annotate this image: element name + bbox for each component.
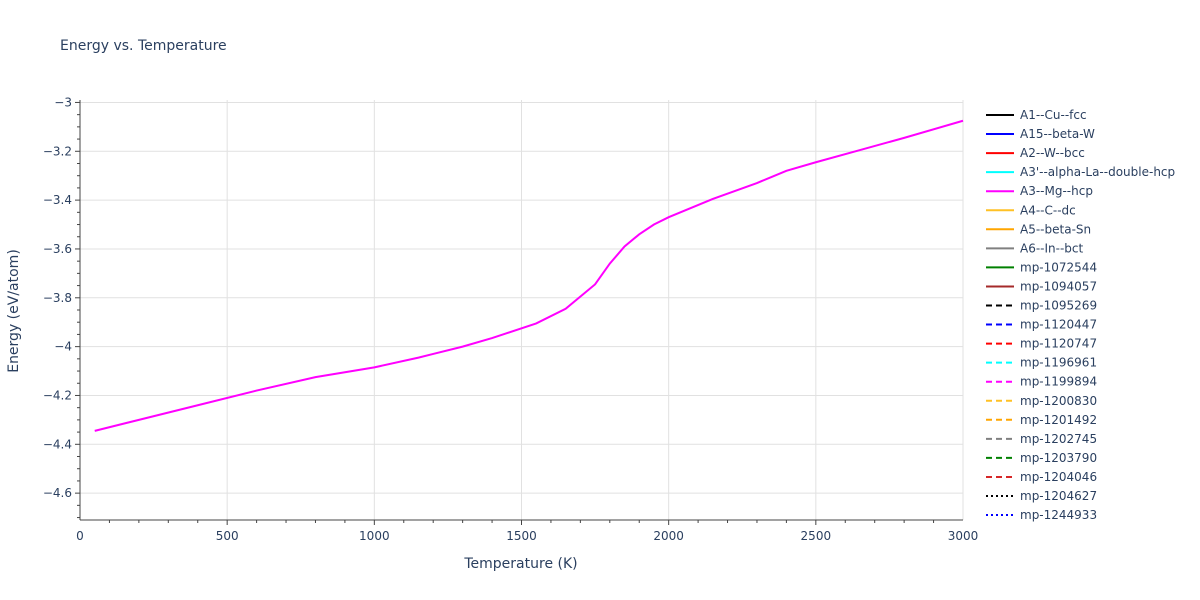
legend-label: mp-1204627: [1020, 489, 1097, 503]
legend-item[interactable]: mp-1201492: [986, 413, 1097, 427]
legend-item[interactable]: A3--Mg--hcp: [986, 184, 1093, 198]
legend-item[interactable]: A2--W--bcc: [986, 146, 1085, 160]
legend-label: mp-1120747: [1020, 337, 1097, 351]
legend-label: mp-1199894: [1020, 375, 1097, 389]
x-tick-label: 1000: [359, 529, 390, 543]
legend-item[interactable]: mp-1203790: [986, 451, 1097, 465]
y-tick-label: −4: [54, 340, 72, 354]
legend-item[interactable]: A6--In--bct: [986, 241, 1084, 255]
legend-label: mp-1203790: [1020, 451, 1097, 465]
legend-item[interactable]: mp-1196961: [986, 356, 1097, 370]
legend-item[interactable]: A15--beta-W: [986, 127, 1095, 141]
legend-label: mp-1200830: [1020, 394, 1097, 408]
legend-label: A1--Cu--fcc: [1020, 108, 1087, 122]
legend-label: A3'--alpha-La--double-hcp: [1020, 165, 1175, 179]
y-tick-label: −4.6: [43, 486, 72, 500]
legend-label: A5--beta-Sn: [1020, 222, 1091, 236]
legend-item[interactable]: mp-1199894: [986, 375, 1097, 389]
legend-label: A3--Mg--hcp: [1020, 184, 1093, 198]
legend-label: mp-1202745: [1020, 432, 1097, 446]
x-tick-label: 500: [216, 529, 239, 543]
legend-item[interactable]: mp-1204627: [986, 489, 1097, 503]
legend-item[interactable]: mp-1202745: [986, 432, 1097, 446]
legend[interactable]: A1--Cu--fcc A15--beta-W A2--W--bcc A3'--alp…: [986, 108, 1175, 522]
legend-item[interactable]: mp-1072544: [986, 260, 1097, 274]
legend-label: mp-1244933: [1020, 508, 1097, 522]
legend-item[interactable]: A1--Cu--fcc: [986, 108, 1087, 122]
x-tick-label: 2000: [653, 529, 684, 543]
legend-item[interactable]: A3'--alpha-La--double-hcp: [986, 165, 1175, 179]
legend-label: A15--beta-W: [1020, 127, 1095, 141]
legend-label: mp-1204046: [1020, 470, 1097, 484]
legend-label: A2--W--bcc: [1020, 146, 1085, 160]
series-line: [94, 119, 964, 432]
legend-label: mp-1094057: [1020, 279, 1097, 293]
legend-label: mp-1201492: [1020, 413, 1097, 427]
y-tick-label: −4.2: [43, 388, 72, 402]
legend-item[interactable]: mp-1095269: [986, 299, 1097, 313]
x-axis-title: Temperature (K): [463, 556, 577, 572]
y-tick-label: −3: [54, 95, 72, 109]
y-tick-label: −3.6: [43, 242, 72, 256]
legend-label: mp-1120447: [1020, 318, 1097, 332]
y-tick-label: −3.8: [43, 291, 72, 305]
legend-item[interactable]: mp-1200830: [986, 394, 1097, 408]
y-axis-title: Energy (eV/atom): [6, 249, 22, 373]
legend-label: A4--C--dc: [1020, 203, 1076, 217]
ticks: 0 500 1000 1500 2000 2500 3000 −3 −3.2 −3.4 −3.6 −3…: [43, 95, 978, 543]
x-tick-label: 1500: [506, 529, 537, 543]
x-tick-label: 2500: [801, 529, 832, 543]
legend-item[interactable]: mp-1120747: [986, 337, 1097, 351]
series-lines: [94, 119, 964, 432]
legend-item[interactable]: mp-1120447: [986, 318, 1097, 332]
y-tick-label: −3.4: [43, 193, 72, 207]
legend-item[interactable]: mp-1244933: [986, 508, 1097, 522]
legend-label: A6--In--bct: [1020, 241, 1084, 255]
y-tick-label: −4.4: [43, 437, 72, 451]
legend-label: mp-1095269: [1020, 299, 1097, 313]
legend-label: mp-1196961: [1020, 356, 1097, 370]
legend-item[interactable]: mp-1094057: [986, 279, 1097, 293]
chart-title: Energy vs. Temperature: [60, 38, 227, 54]
legend-item[interactable]: mp-1204046: [986, 470, 1097, 484]
y-tick-label: −3.2: [43, 144, 72, 158]
legend-item[interactable]: A5--beta-Sn: [986, 222, 1091, 236]
legend-label: mp-1072544: [1020, 260, 1097, 274]
grid: [80, 100, 964, 520]
legend-item[interactable]: A4--C--dc: [986, 203, 1076, 217]
x-tick-label: 0: [76, 529, 84, 543]
x-tick-label: 3000: [948, 529, 979, 543]
